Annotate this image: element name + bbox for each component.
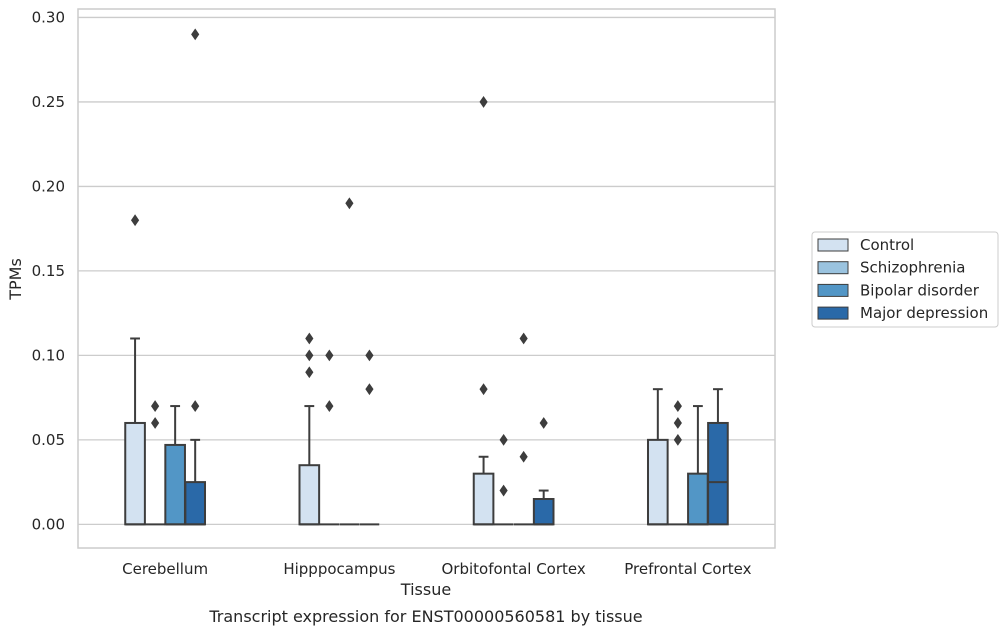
box-group bbox=[184, 28, 207, 526]
outlier-point bbox=[539, 417, 548, 429]
box-rect bbox=[298, 464, 321, 526]
box-rect bbox=[646, 438, 669, 526]
outlier-point bbox=[673, 400, 682, 412]
box-rect bbox=[707, 421, 729, 526]
box-group bbox=[164, 405, 186, 526]
y-tick-labels: 0.00 0.05 0.10 0.15 0.20 0.25 0.30 bbox=[32, 8, 65, 533]
box-group bbox=[339, 197, 360, 526]
outlier-point bbox=[191, 28, 200, 41]
legend-label: Bipolar disorder bbox=[860, 281, 980, 299]
y-tick-label: 0.10 bbox=[32, 346, 65, 364]
legend: Control Schizophrenia Bipolar disorder Majo… bbox=[811, 231, 999, 328]
outlier-point bbox=[325, 349, 334, 362]
x-tick-label: Orbitofontal Cortex bbox=[442, 560, 586, 578]
box-group bbox=[472, 96, 495, 526]
outlier-point bbox=[673, 417, 682, 429]
x-tick-label: Prefrontal Cortex bbox=[624, 560, 751, 578]
outlier-point bbox=[499, 433, 508, 446]
outlier-point bbox=[365, 383, 374, 396]
outlier-point bbox=[305, 349, 314, 362]
outlier-point bbox=[151, 400, 160, 412]
box-group bbox=[513, 332, 534, 526]
x-axis-label: Tissue bbox=[400, 580, 451, 599]
legend-label: Control bbox=[860, 236, 914, 254]
outlier-point bbox=[305, 332, 314, 345]
box-group bbox=[359, 349, 380, 526]
outlier-point bbox=[519, 450, 528, 463]
x-tick-label: Hipppocampus bbox=[283, 560, 395, 578]
outlier-point bbox=[191, 400, 200, 412]
outlier-point bbox=[479, 96, 488, 108]
outlier-point bbox=[519, 332, 528, 345]
legend-swatch bbox=[817, 261, 849, 275]
outlier-point bbox=[130, 214, 140, 227]
box-group bbox=[687, 405, 709, 526]
legend-frame bbox=[811, 231, 999, 328]
box-rect bbox=[164, 443, 186, 526]
y-tick-label: 0.15 bbox=[32, 262, 65, 280]
x-tick-label: Cerebellum bbox=[122, 560, 208, 578]
y-tick-label: 0.00 bbox=[32, 515, 65, 533]
box-rect bbox=[184, 481, 207, 526]
y-tick-label: 0.20 bbox=[32, 177, 65, 195]
outlier-point bbox=[305, 366, 314, 379]
box-group bbox=[298, 332, 321, 526]
legend-swatch bbox=[817, 306, 849, 320]
legend-label: Schizophrenia bbox=[860, 259, 965, 277]
x-tick-labels: Cerebellum Hipppocampus Orbitofontal Corte… bbox=[122, 560, 751, 578]
outlier-point bbox=[345, 197, 354, 210]
outlier-point bbox=[325, 400, 334, 412]
boxes bbox=[124, 28, 729, 526]
y-tick-label: 0.30 bbox=[32, 8, 65, 26]
box-group bbox=[319, 349, 340, 526]
outlier-point bbox=[365, 349, 374, 362]
legend-swatch bbox=[817, 283, 849, 297]
box-rect bbox=[472, 472, 495, 526]
outlier-point bbox=[673, 433, 682, 446]
y-tick-label: 0.05 bbox=[32, 431, 65, 449]
box-group bbox=[145, 400, 165, 526]
box-group bbox=[124, 214, 146, 526]
box-rect bbox=[124, 421, 146, 526]
outlier-point bbox=[479, 383, 488, 396]
figure-caption: Transcript expression for ENST0000056058… bbox=[208, 607, 642, 626]
outlier-point bbox=[499, 484, 508, 497]
box-group bbox=[493, 433, 514, 526]
box-rect bbox=[532, 498, 555, 526]
y-tick-label: 0.25 bbox=[32, 93, 65, 111]
box-group bbox=[646, 388, 669, 526]
plot-area-frame bbox=[77, 8, 776, 549]
box-group bbox=[668, 400, 688, 526]
box-group bbox=[532, 417, 555, 526]
box-group bbox=[707, 388, 729, 526]
legend-swatch bbox=[817, 238, 849, 252]
outlier-point bbox=[151, 417, 160, 429]
legend-label: Major depression bbox=[860, 304, 988, 322]
y-axis-label: TPMs bbox=[6, 258, 25, 301]
box-rect bbox=[687, 472, 709, 526]
